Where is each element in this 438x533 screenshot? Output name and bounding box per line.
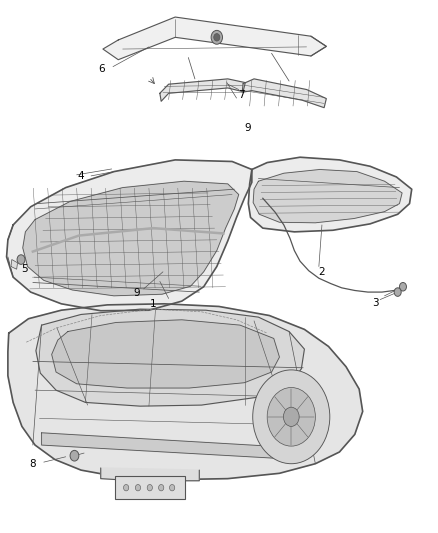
Text: 6: 6 (99, 64, 106, 74)
Text: 5: 5 (21, 264, 28, 274)
Circle shape (135, 484, 141, 491)
Text: 4: 4 (78, 171, 85, 181)
Polygon shape (36, 309, 304, 406)
Circle shape (267, 387, 315, 446)
Polygon shape (253, 169, 402, 223)
Polygon shape (42, 433, 278, 458)
Text: 7: 7 (238, 90, 245, 100)
Polygon shape (101, 468, 199, 489)
Text: 2: 2 (318, 267, 325, 277)
Polygon shape (248, 157, 412, 232)
Circle shape (399, 282, 406, 291)
Text: 9: 9 (133, 288, 140, 298)
Polygon shape (7, 160, 252, 311)
Polygon shape (11, 260, 18, 269)
Circle shape (17, 255, 25, 264)
Circle shape (147, 484, 152, 491)
Circle shape (253, 370, 330, 464)
Text: 1: 1 (150, 299, 157, 309)
Circle shape (159, 484, 164, 491)
Circle shape (214, 34, 220, 41)
Text: 8: 8 (29, 459, 36, 469)
Polygon shape (242, 79, 326, 108)
Circle shape (394, 288, 401, 296)
Circle shape (70, 450, 79, 461)
Circle shape (283, 407, 299, 426)
Polygon shape (52, 320, 279, 388)
Circle shape (170, 484, 175, 491)
FancyBboxPatch shape (115, 476, 185, 499)
Polygon shape (160, 79, 245, 101)
Text: 9: 9 (244, 123, 251, 133)
Polygon shape (8, 304, 363, 480)
Polygon shape (23, 181, 239, 296)
Circle shape (124, 484, 129, 491)
Text: 3: 3 (372, 298, 379, 308)
Polygon shape (103, 17, 326, 60)
Circle shape (211, 30, 223, 44)
